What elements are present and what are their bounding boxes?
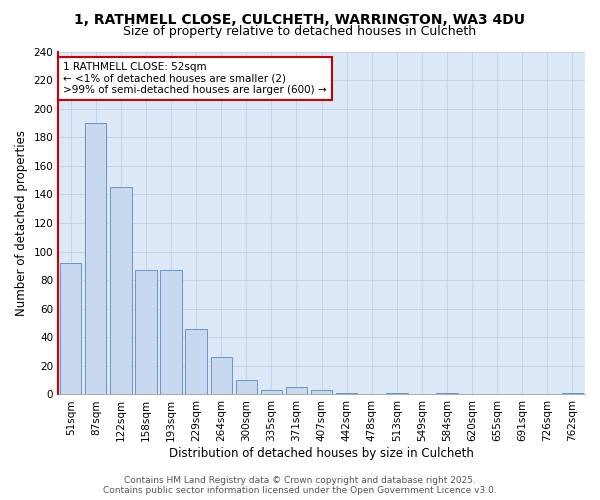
Bar	[160, 270, 182, 394]
Y-axis label: Number of detached properties: Number of detached properties	[15, 130, 28, 316]
Bar	[336, 393, 358, 394]
Text: 1, RATHMELL CLOSE, CULCHETH, WARRINGTON, WA3 4DU: 1, RATHMELL CLOSE, CULCHETH, WARRINGTON,…	[74, 12, 526, 26]
Bar	[136, 270, 157, 394]
Text: Contains HM Land Registry data © Crown copyright and database right 2025.
Contai: Contains HM Land Registry data © Crown c…	[103, 476, 497, 495]
Bar	[60, 263, 82, 394]
Bar	[110, 188, 131, 394]
Bar	[386, 393, 407, 394]
Bar	[436, 393, 458, 394]
Bar	[286, 388, 307, 394]
Bar	[236, 380, 257, 394]
Bar	[311, 390, 332, 394]
Bar	[85, 123, 106, 394]
Bar	[185, 328, 207, 394]
X-axis label: Distribution of detached houses by size in Culcheth: Distribution of detached houses by size …	[169, 447, 474, 460]
Text: 1 RATHMELL CLOSE: 52sqm
← <1% of detached houses are smaller (2)
>99% of semi-de: 1 RATHMELL CLOSE: 52sqm ← <1% of detache…	[64, 62, 327, 95]
Bar	[261, 390, 282, 394]
Bar	[562, 393, 583, 394]
Bar	[211, 358, 232, 395]
Text: Size of property relative to detached houses in Culcheth: Size of property relative to detached ho…	[124, 25, 476, 38]
